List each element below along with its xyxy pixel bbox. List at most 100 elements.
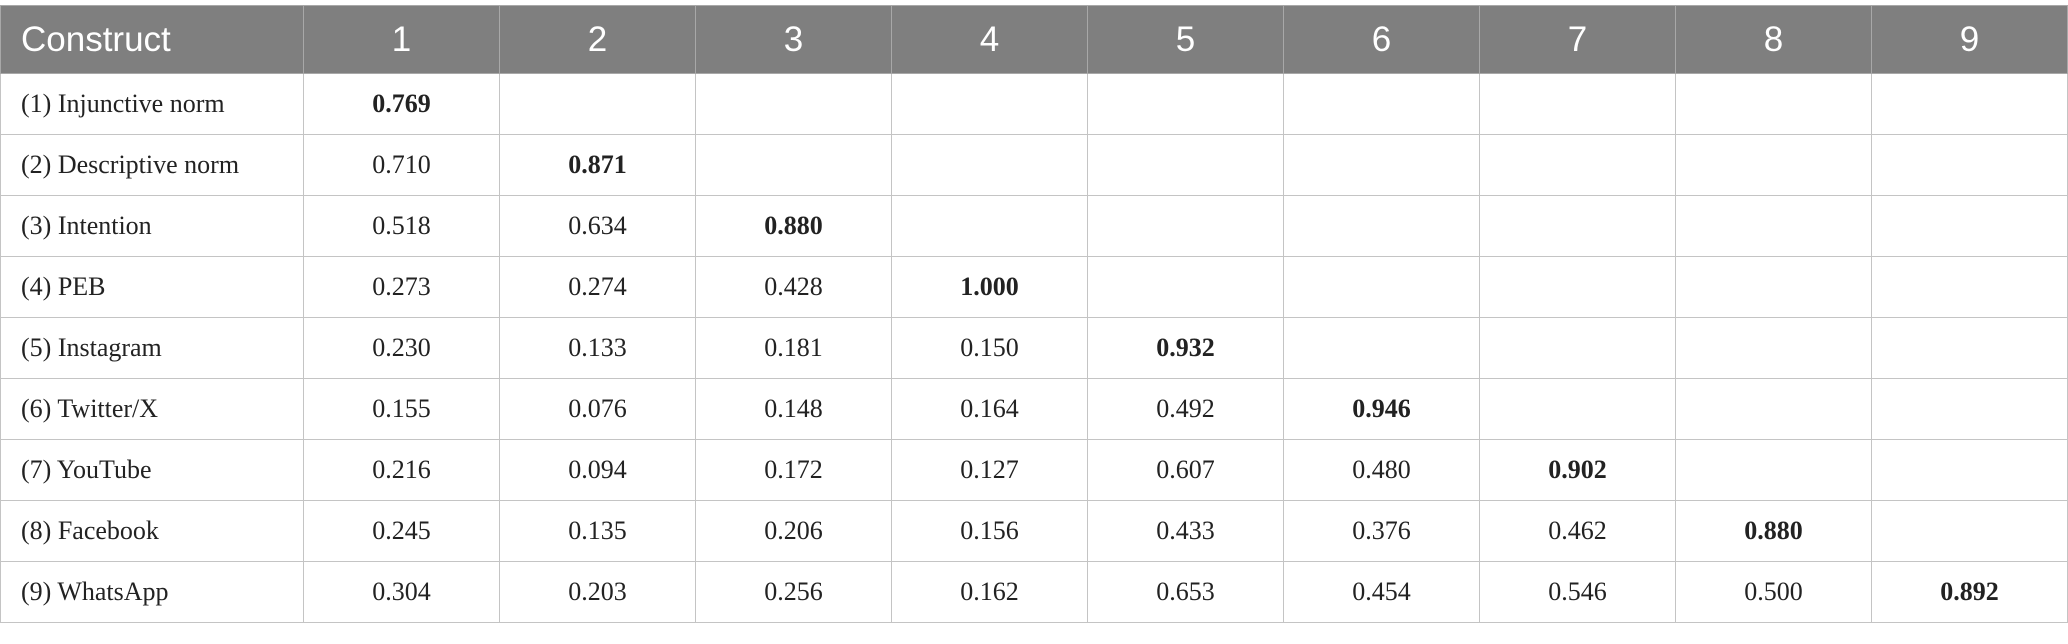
header-cell: 6	[1283, 5, 1480, 74]
empty-cell	[1871, 256, 2068, 318]
cell: 0.245	[303, 500, 500, 562]
empty-cell	[1479, 195, 1676, 257]
empty-cell	[891, 134, 1088, 196]
cell: 0.135	[499, 500, 696, 562]
cell: 0.932	[1087, 317, 1284, 379]
cell: 0.607	[1087, 439, 1284, 501]
empty-cell	[1479, 73, 1676, 135]
row-label: (5) Instagram	[0, 317, 304, 379]
cell: 0.462	[1479, 500, 1676, 562]
cell: 0.155	[303, 378, 500, 440]
empty-cell	[1479, 317, 1676, 379]
cell: 0.871	[499, 134, 696, 196]
cell: 0.500	[1675, 561, 1872, 623]
cell: 0.127	[891, 439, 1088, 501]
table-row: (5) Instagram 0.230 0.133 0.181 0.150 0.932	[0, 317, 2068, 379]
empty-cell	[891, 195, 1088, 257]
cell: 0.480	[1283, 439, 1480, 501]
table-row: (9) WhatsApp 0.304 0.203 0.256 0.162 0.653 0.4…	[0, 561, 2068, 623]
cell: 0.710	[303, 134, 500, 196]
cell: 0.133	[499, 317, 696, 379]
table-row: (8) Facebook 0.245 0.135 0.206 0.156 0.433 0.3…	[0, 500, 2068, 562]
page: Construct 1 2 3 4 5 6 7 8 9 (1) Injunctive norm 0.…	[0, 5, 2068, 644]
empty-cell	[1675, 256, 1872, 318]
cell: 0.156	[891, 500, 1088, 562]
empty-cell	[1283, 73, 1480, 135]
cell: 0.162	[891, 561, 1088, 623]
cell: 0.892	[1871, 561, 2068, 623]
table-body: (1) Injunctive norm 0.769 (2) Descriptive …	[0, 73, 2068, 623]
cell: 0.653	[1087, 561, 1284, 623]
empty-cell	[1087, 73, 1284, 135]
row-label: (8) Facebook	[0, 500, 304, 562]
empty-cell	[1675, 134, 1872, 196]
cell: 0.274	[499, 256, 696, 318]
correlation-table: Construct 1 2 3 4 5 6 7 8 9 (1) Injunctive norm 0.…	[0, 5, 2068, 623]
row-label: (6) Twitter/X	[0, 378, 304, 440]
empty-cell	[1871, 378, 2068, 440]
cell: 0.880	[695, 195, 892, 257]
empty-cell	[891, 73, 1088, 135]
cell: 0.094	[499, 439, 696, 501]
cell: 0.150	[891, 317, 1088, 379]
empty-cell	[1087, 134, 1284, 196]
cell: 0.902	[1479, 439, 1676, 501]
empty-cell	[1087, 195, 1284, 257]
cell: 0.546	[1479, 561, 1676, 623]
cell: 0.634	[499, 195, 696, 257]
empty-cell	[1871, 134, 2068, 196]
header-cell: 2	[499, 5, 696, 74]
cell: 0.148	[695, 378, 892, 440]
cell: 0.518	[303, 195, 500, 257]
table-row: (6) Twitter/X 0.155 0.076 0.148 0.164 0.492 0.…	[0, 378, 2068, 440]
empty-cell	[1871, 73, 2068, 135]
cell: 0.769	[303, 73, 500, 135]
table-row: (7) YouTube 0.216 0.094 0.172 0.127 0.607 0.48…	[0, 439, 2068, 501]
cell: 0.172	[695, 439, 892, 501]
row-label: (9) WhatsApp	[0, 561, 304, 623]
cell: 0.230	[303, 317, 500, 379]
cell: 0.433	[1087, 500, 1284, 562]
empty-cell	[1479, 378, 1676, 440]
table-row: (3) Intention 0.518 0.634 0.880	[0, 195, 2068, 257]
cell: 0.164	[891, 378, 1088, 440]
empty-cell	[1675, 73, 1872, 135]
header-row: Construct 1 2 3 4 5 6 7 8 9	[0, 5, 2068, 74]
cell: 0.454	[1283, 561, 1480, 623]
header-cell: 3	[695, 5, 892, 74]
header-cell: 4	[891, 5, 1088, 74]
cell: 0.946	[1283, 378, 1480, 440]
cell: 0.203	[499, 561, 696, 623]
table-row: (4) PEB 0.273 0.274 0.428 1.000	[0, 256, 2068, 318]
header-cell: 9	[1871, 5, 2068, 74]
table-row: (1) Injunctive norm 0.769	[0, 73, 2068, 135]
cell: 0.181	[695, 317, 892, 379]
empty-cell	[1871, 439, 2068, 501]
empty-cell	[1871, 195, 2068, 257]
empty-cell	[1283, 195, 1480, 257]
cell: 1.000	[891, 256, 1088, 318]
table-row: (2) Descriptive norm 0.710 0.871	[0, 134, 2068, 196]
cell: 0.492	[1087, 378, 1284, 440]
cell: 0.216	[303, 439, 500, 501]
cell: 0.376	[1283, 500, 1480, 562]
empty-cell	[1675, 195, 1872, 257]
row-label: (1) Injunctive norm	[0, 73, 304, 135]
empty-cell	[1675, 317, 1872, 379]
empty-cell	[1675, 439, 1872, 501]
row-label: (7) YouTube	[0, 439, 304, 501]
empty-cell	[1283, 134, 1480, 196]
header-cell: 8	[1675, 5, 1872, 74]
header-cell: 7	[1479, 5, 1676, 74]
header-cell: 5	[1087, 5, 1284, 74]
cell: 0.273	[303, 256, 500, 318]
empty-cell	[695, 134, 892, 196]
empty-cell	[1283, 256, 1480, 318]
empty-cell	[1479, 134, 1676, 196]
row-label: (3) Intention	[0, 195, 304, 257]
empty-cell	[695, 73, 892, 135]
cell: 0.428	[695, 256, 892, 318]
empty-cell	[1871, 317, 2068, 379]
header-cell: 1	[303, 5, 500, 74]
cell: 0.880	[1675, 500, 1872, 562]
